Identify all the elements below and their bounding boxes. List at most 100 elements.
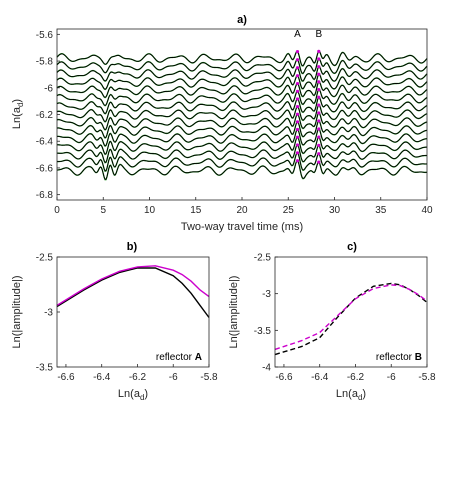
panel-b-x-ticks: -6.6 -6.4 -6.2 -6 -5.8 xyxy=(57,364,218,383)
x-tick-label: 5 xyxy=(100,205,106,216)
data-trace xyxy=(56,160,428,180)
panel-b-y-ticks: -2.5 -3 -3.5 xyxy=(36,253,60,374)
panel-c-y-ticks: -2.5 -3 -3.5 -4 xyxy=(254,253,278,374)
panel-b-xlabel: Ln(ad) xyxy=(118,388,148,402)
y-tick-label: -3 xyxy=(44,308,53,319)
x-tick-label: 40 xyxy=(421,205,433,216)
y-tick-label: -6.8 xyxy=(36,190,54,201)
data-trace xyxy=(56,112,428,131)
x-tick-label: 0 xyxy=(54,205,60,216)
y-tick-label: -6 xyxy=(44,83,53,94)
panel-b-frame xyxy=(56,256,210,368)
y-tick-label: -3.5 xyxy=(36,363,54,374)
reflector-pick xyxy=(295,135,300,139)
y-tick-label: -2.5 xyxy=(254,253,272,264)
y-tick-label: -2.5 xyxy=(36,253,54,264)
x-tick-label: -6.2 xyxy=(129,372,147,383)
reflector-pick xyxy=(317,135,321,139)
data-trace xyxy=(56,50,428,67)
data-trace xyxy=(56,88,428,106)
y-tick-label: -6.6 xyxy=(36,163,54,174)
reflector-pick xyxy=(317,80,321,84)
reflector-pick xyxy=(295,74,300,78)
reflector-pick xyxy=(317,152,321,156)
y-tick-label: -4 xyxy=(262,363,271,374)
panel-b-series xyxy=(56,265,210,318)
reflector-pick xyxy=(317,57,321,61)
x-tick-label: -6.2 xyxy=(347,372,365,383)
reflector-pick xyxy=(295,120,300,124)
data-trace xyxy=(56,66,428,82)
reflector-pick xyxy=(317,87,321,92)
panel-a-xlabel: Two-way travel time (ms) xyxy=(181,221,303,233)
x-tick-label: 10 xyxy=(144,205,156,216)
data-trace xyxy=(56,81,428,98)
reflector-pick xyxy=(295,112,300,116)
reflector-pick xyxy=(317,160,321,164)
panel-a-title: a) xyxy=(237,14,247,26)
y-tick-label: -6.2 xyxy=(36,110,54,121)
reflector-pick xyxy=(317,119,321,123)
x-tick-label: 35 xyxy=(375,205,387,216)
panel-c: c) -6.6 -6.4 -6.2 -6 -5.8 -2.5 -3 -3.5 -4 refle… xyxy=(228,241,436,402)
x-tick-label: -6 xyxy=(169,372,178,383)
panel-a-ylabel: Ln(ad) xyxy=(11,99,25,129)
panel-a-frame xyxy=(56,28,428,201)
data-trace xyxy=(56,73,428,90)
data-trace xyxy=(56,136,428,155)
y-tick-label: -5.8 xyxy=(36,57,54,68)
y-tick-label: -3 xyxy=(262,289,271,300)
reflector-pick xyxy=(295,97,300,101)
panel-a-y-ticks: -5.6 -5.8 -6 -6.2 -6.4 -6.6 -6.8 xyxy=(36,30,60,201)
series-line xyxy=(56,267,210,318)
panel-b-annotation: reflector A xyxy=(156,352,202,363)
panel-c-frame xyxy=(274,256,428,368)
y-tick-label: -6.4 xyxy=(36,137,54,148)
panel-c-title: c) xyxy=(347,241,357,253)
reflector-label: A xyxy=(294,29,301,40)
reflector-pick xyxy=(317,111,321,115)
reflector-pick xyxy=(295,105,300,109)
reflector-pick xyxy=(295,159,300,163)
reflector-pick xyxy=(317,127,321,131)
y-tick-label: -5.6 xyxy=(36,30,54,41)
panel-c-ylabel: Ln(|amplitude|) xyxy=(228,276,240,349)
x-tick-label: -6 xyxy=(387,372,396,383)
data-trace xyxy=(56,120,428,139)
x-tick-label: 30 xyxy=(329,205,341,216)
reflector-pick xyxy=(317,49,321,53)
reflector-label: B xyxy=(315,29,322,40)
data-trace xyxy=(56,152,428,172)
panel-b: b) -6.6 -6.4 -6.2 -6 -5.8 -2.5 -3 -3.5 reflect… xyxy=(11,241,218,402)
reflector-pick xyxy=(295,143,300,147)
panel-b-title: b) xyxy=(127,241,138,253)
series-line xyxy=(274,282,428,356)
panel-b-ylabel: Ln(|amplitude|) xyxy=(11,276,23,349)
reflector-pick xyxy=(317,143,321,148)
reflector-pick xyxy=(295,58,300,62)
reflector-pick xyxy=(295,151,300,155)
reflector-pick xyxy=(295,66,300,70)
x-tick-label: 20 xyxy=(236,205,248,216)
data-trace xyxy=(56,128,428,147)
reflector-pick xyxy=(317,103,321,107)
y-tick-label: -3.5 xyxy=(254,326,272,337)
x-tick-label: -6.4 xyxy=(311,372,329,383)
series-line xyxy=(274,284,428,351)
panel-c-annotation: reflector B xyxy=(376,352,422,363)
series-line xyxy=(56,265,210,306)
x-tick-label: -6.6 xyxy=(275,372,293,383)
panel-c-x-ticks: -6.6 -6.4 -6.2 -6 -5.8 xyxy=(275,364,436,383)
reflector-pick xyxy=(295,81,300,86)
x-tick-label: -6.4 xyxy=(93,372,111,383)
reflector-pick xyxy=(295,50,300,54)
panel-a-x-ticks: 0 5 10 15 20 25 30 35 40 xyxy=(54,197,433,216)
x-tick-label: -5.8 xyxy=(418,372,436,383)
data-trace xyxy=(57,144,428,163)
x-tick-label: 25 xyxy=(283,205,295,216)
panel-c-xlabel: Ln(ad) xyxy=(336,388,366,402)
data-trace xyxy=(56,104,428,123)
